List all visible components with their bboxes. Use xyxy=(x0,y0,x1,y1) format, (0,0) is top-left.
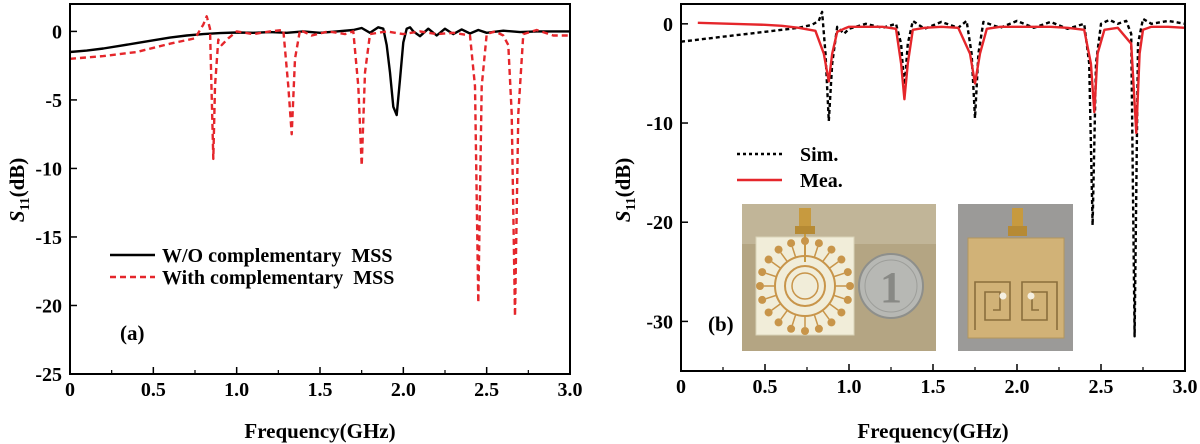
chart-a-ytick-label: -25 xyxy=(35,364,62,386)
mss-spoke xyxy=(780,309,788,320)
chart-a-ylabel-main: S xyxy=(5,211,29,223)
mss-spoke xyxy=(822,252,830,263)
chart-b-panel-label: (b) xyxy=(708,312,734,336)
chart-a-ylabel: S11(dB) xyxy=(5,158,33,223)
chart-b-xtick-label: 2.5 xyxy=(1089,376,1114,398)
chart-a-xtick-label: 2.5 xyxy=(474,379,499,401)
mss-spoke-pad xyxy=(758,295,767,304)
chart-a-xtick-label: 2.0 xyxy=(391,379,416,401)
chart-b-series-0-line xyxy=(681,10,1185,338)
chart-a-ytick-label: -15 xyxy=(35,227,62,249)
chart-a-ylabel-sub: 11 xyxy=(18,197,33,210)
chart-b-xtick-label: 0 xyxy=(676,376,686,398)
mss-spoke xyxy=(813,314,819,326)
chart-a-ylabel-unit: (dB) xyxy=(5,158,29,198)
chart-b-series-1-line xyxy=(697,21,1185,135)
mss-spoke xyxy=(828,261,839,269)
coin xyxy=(858,253,924,319)
antenna-photo-back xyxy=(958,204,1073,351)
chart-a-ytick-label: -5 xyxy=(45,90,62,112)
mss-spoke xyxy=(780,252,788,263)
mss-spoke-pad xyxy=(837,255,846,264)
chart-a-xtick-label: 0 xyxy=(65,379,75,401)
chart-a-legend-label-0: W/O complementary MSS xyxy=(162,245,393,267)
mss-spoke-pad xyxy=(801,237,809,245)
chart-b-ylabel-sub: 11 xyxy=(624,197,639,210)
chart-b-ylabel-main: S xyxy=(611,211,635,223)
mss-spoke-pad xyxy=(758,268,767,277)
mss-spoke xyxy=(828,303,839,311)
mss-spoke-pad xyxy=(787,324,796,333)
chart-a-legend: W/O complementary MSS With complementary… xyxy=(110,245,394,289)
mss-spoke-pad xyxy=(764,255,773,264)
chart-b-ylabel: S11(dB) xyxy=(611,158,639,223)
mss-spoke xyxy=(822,309,830,320)
mss-spoke-pad xyxy=(837,308,846,317)
chart-b-ytick-label: -20 xyxy=(646,212,673,234)
mss-spoke-pad xyxy=(843,268,852,277)
mss-spoke-pad xyxy=(801,327,809,335)
chart-b-xtick-label: 3.0 xyxy=(1173,376,1198,398)
mss-spoke xyxy=(833,294,845,300)
chart-a-xtick-label: 1.5 xyxy=(308,379,333,401)
sma-connector xyxy=(799,208,811,230)
mss-spoke xyxy=(813,246,819,258)
complementary-mss-slots xyxy=(974,281,1058,330)
mss-spoke xyxy=(765,272,777,278)
chart-b-ytick-label: -10 xyxy=(646,113,673,135)
chart-b-xtick-label: 0.5 xyxy=(753,376,778,398)
chart-a-series-0-line xyxy=(70,26,570,117)
mss-spoke-pad xyxy=(814,239,823,248)
mss-spoke-pad xyxy=(774,245,783,254)
chart-b-legend-label-1: Mea. xyxy=(800,170,843,192)
chart-a-panel-label: (a) xyxy=(120,321,145,345)
mss-spoke xyxy=(771,261,782,269)
chart-b-legend-label-0: Sim. xyxy=(800,144,838,166)
chart-b-ytick-label: 0 xyxy=(663,14,673,36)
mss-spoke xyxy=(771,303,782,311)
antenna-photo-front: 1 xyxy=(742,204,936,351)
mss-spokes xyxy=(756,237,854,335)
mss-spoke xyxy=(833,272,845,278)
chart-a-xlabel: Frequency(GHz) xyxy=(244,419,395,443)
chart-a-xtick-label: 1.0 xyxy=(224,379,249,401)
chart-b-xtick-label: 2.0 xyxy=(1005,376,1030,398)
ground-plane xyxy=(967,237,1065,339)
chart-a-ytick-label: 0 xyxy=(52,21,62,43)
mss-spoke xyxy=(791,314,797,326)
mss-spoke-pad xyxy=(774,318,783,327)
mss-spoke-pad xyxy=(846,282,854,290)
mss-spoke-pad xyxy=(827,318,836,327)
chart-a-ytick-label: -20 xyxy=(35,295,62,317)
chart-a-ytick-label: -10 xyxy=(35,158,62,180)
mss-spoke-pad xyxy=(756,282,764,290)
mss-spoke-pad xyxy=(764,308,773,317)
chart-b-legend: Sim. Mea. xyxy=(737,144,843,192)
chart-a-xtick-label: 3.0 xyxy=(558,379,583,401)
chart-b-xtick-label: 1.5 xyxy=(921,376,946,398)
mss-spoke xyxy=(791,246,797,258)
mss-spoke-pad xyxy=(787,239,796,248)
chart-b: 0 0.5 1.0 1.5 2.0 2.5 3.0 0 -10 -20 -30 Frequency… xyxy=(611,3,1198,443)
mss-spoke xyxy=(765,294,777,300)
coin-numeral: 1 xyxy=(880,263,902,312)
chart-b-ylabel-unit: (dB) xyxy=(611,158,635,198)
chart-a-series-1-line xyxy=(70,15,570,318)
chart-a-legend-label-1: With complementary MSS xyxy=(162,267,394,289)
mss-spoke-pad xyxy=(827,245,836,254)
mss-spoke-pad xyxy=(843,295,852,304)
chart-a: 0 0.5 1.0 1.5 2.0 2.5 3.0 0 -5 -10 -15 -20 -25 Freq… xyxy=(5,3,583,443)
chart-a-xtick-label: 0.5 xyxy=(141,379,166,401)
mss-spoke-pad xyxy=(814,324,823,333)
chart-b-xtick-label: 1.0 xyxy=(837,376,862,398)
chart-b-xlabel: Frequency(GHz) xyxy=(857,419,1008,443)
chart-b-ytick-label: -30 xyxy=(646,311,673,333)
chart-a-frame xyxy=(69,3,571,375)
